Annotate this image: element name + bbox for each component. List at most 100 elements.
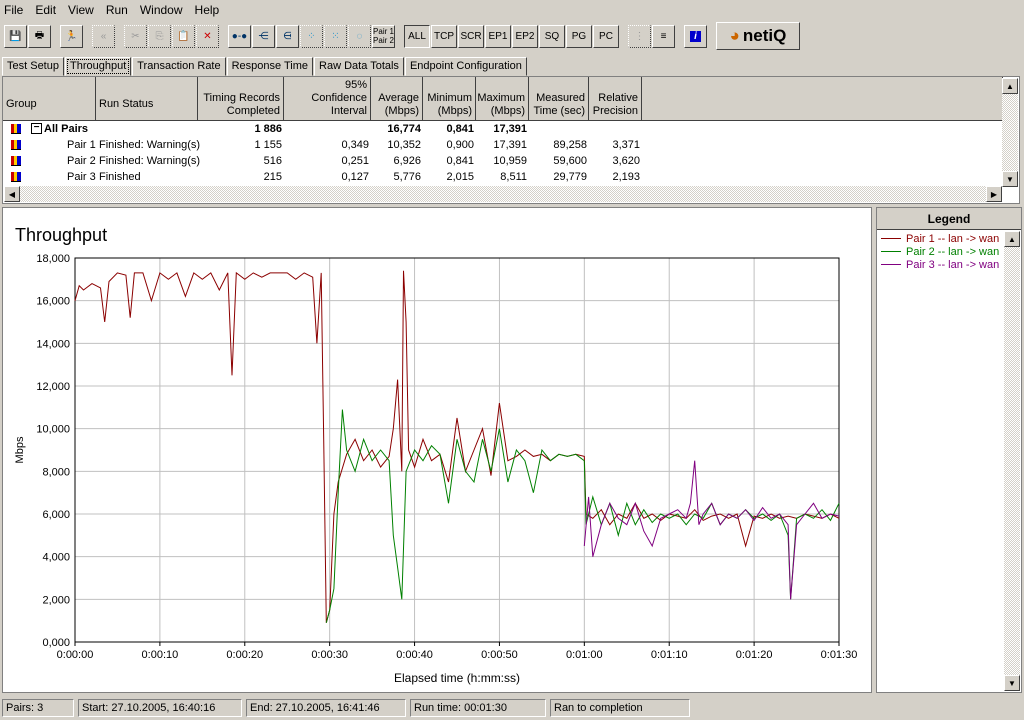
filter-ep2-button[interactable]: EP2 — [512, 24, 538, 48]
cell-records: 1 155 — [254, 139, 282, 151]
paste-icon[interactable]: 📋 — [172, 24, 195, 48]
throughput-chart-panel: Throughput 0,000 2,000 4,000 6,000 8,000 10,00… — [2, 207, 872, 693]
multicast-icon[interactable]: ⋲ — [252, 24, 275, 48]
header-minimum[interactable]: Minimum (Mbps) — [423, 77, 476, 121]
pair1-label: Pair 1 — [373, 27, 394, 36]
filter-pg-button[interactable]: PG — [566, 24, 592, 48]
cell-avg: 6,926 — [393, 155, 421, 167]
cell-time: 89,258 — [553, 139, 587, 151]
tab-transaction-rate[interactable]: Transaction Rate — [132, 57, 226, 76]
legend-scrollbar[interactable]: ▲ ▼ — [1004, 231, 1020, 691]
cut-icon[interactable]: ✂ — [124, 24, 147, 48]
y-tick-label: 2,000 — [42, 594, 70, 606]
x-tick-label: 0:00:50 — [481, 649, 518, 661]
list-icon[interactable]: ⋮ — [628, 24, 651, 48]
back-icon[interactable]: « — [92, 24, 115, 48]
cell-max: 8,511 — [500, 171, 527, 183]
lines-icon[interactable]: ≡ — [652, 24, 675, 48]
scroll-right-icon[interactable]: ▶ — [986, 186, 1002, 202]
vertical-scrollbar[interactable]: ▲ ▼ — [1002, 78, 1018, 187]
tab-response-time[interactable]: Response Time — [226, 57, 314, 76]
logo-text: netiQ — [742, 26, 787, 45]
info-icon[interactable]: i — [684, 24, 707, 48]
table-row[interactable]: Pair 1 Finished: Warning(s) 1 155 0,349 10,3… — [3, 138, 1003, 154]
y-tick-label: 0,000 — [42, 637, 70, 649]
horizontal-scrollbar[interactable]: ◀ ▶ — [4, 186, 1002, 202]
delete-icon[interactable]: ✕ — [196, 24, 219, 48]
x-tick-label: 0:01:20 — [736, 649, 773, 661]
table-row[interactable]: Pair 3 Finished 215 0,127 5,776 2,015 8,511 29,… — [3, 170, 1003, 186]
y-tick-label: 10,000 — [36, 424, 70, 436]
cell-records: 215 — [263, 171, 282, 183]
cell-ci: 0,349 — [341, 139, 369, 151]
menu-file[interactable]: File — [4, 3, 24, 17]
legend-item[interactable]: Pair 1 -- lan -> wan — [881, 232, 1017, 245]
group-icon[interactable]: ⋳ — [276, 24, 299, 48]
bar-chart-icon — [11, 124, 21, 134]
header-filler — [642, 77, 1003, 121]
header-average[interactable]: Average (Mbps) — [371, 77, 423, 121]
header-run-status[interactable]: Run Status — [96, 77, 198, 121]
summary-row[interactable]: − All Pairs 1 886 16,774 0,841 17,391 — [3, 122, 1003, 138]
print-icon[interactable]: 🖶 — [28, 24, 51, 48]
y-axis-label: Mbps — [14, 436, 26, 463]
scroll-left-icon[interactable]: ◀ — [4, 186, 20, 202]
filter-all-button[interactable]: ALL — [404, 24, 430, 48]
table-row[interactable]: Pair 2 Finished: Warning(s) 516 0,251 6,926 0… — [3, 154, 1003, 170]
collapse-icon[interactable]: − — [31, 123, 42, 134]
filter-pc-button[interactable]: PC — [593, 24, 619, 48]
header-measured-time[interactable]: Measured Time (sec) — [529, 77, 589, 121]
pair-toggle-button[interactable]: Pair 1 Pair 2 — [372, 24, 395, 48]
loop-icon[interactable]: ◌ — [348, 24, 371, 48]
legend-scroll-up-icon[interactable]: ▲ — [1004, 231, 1020, 247]
cell-max: 17,391 — [493, 123, 527, 135]
header-maximum[interactable]: Maximum (Mbps) — [476, 77, 529, 121]
legend-item[interactable]: Pair 2 -- lan -> wan — [881, 245, 1017, 258]
menu-view[interactable]: View — [68, 3, 94, 17]
cell-avg: 10,352 — [387, 139, 421, 151]
menu-run[interactable]: Run — [105, 3, 128, 17]
save-icon[interactable]: 💾 — [4, 24, 27, 48]
tab-raw-data-totals[interactable]: Raw Data Totals — [314, 57, 404, 76]
menu-window[interactable]: Window — [139, 3, 183, 17]
cell-status: Finished: Warning(s) — [99, 139, 201, 151]
cell-min: 0,900 — [446, 139, 474, 151]
scroll-down-icon[interactable]: ▼ — [1002, 171, 1018, 187]
filter-tcp-button[interactable]: TCP — [431, 24, 457, 48]
status-bar: Pairs: 3 Start: 27.10.2005, 16:40:16 End… — [0, 697, 1024, 719]
pair-icon[interactable]: ●-● — [228, 24, 251, 48]
filter-ep1-button[interactable]: EP1 — [485, 24, 511, 48]
header-group[interactable]: Group — [3, 77, 96, 121]
header-timing-records[interactable]: Timing Records Completed — [198, 77, 284, 121]
netiq-logo[interactable]: ◕ netiQ — [716, 22, 800, 50]
menu-help[interactable]: Help — [194, 3, 220, 17]
network-icon[interactable]: ⁘ — [300, 24, 323, 48]
y-tick-label: 18,000 — [36, 253, 70, 265]
filter-sq-button[interactable]: SQ — [539, 24, 565, 48]
legend-scroll-down-icon[interactable]: ▼ — [1004, 675, 1020, 691]
x-axis-label: Elapsed time (h:mm:ss) — [394, 671, 520, 685]
header-confidence[interactable]: 95% Confidence Interval — [284, 77, 371, 121]
logo-mark-icon: ◕ — [729, 26, 740, 45]
legend-item[interactable]: Pair 3 -- lan -> wan — [881, 258, 1017, 271]
run-icon[interactable]: 🏃 — [60, 24, 83, 48]
results-table: Group Run Status Timing Records Complete… — [2, 76, 1020, 204]
bar-chart-icon — [11, 156, 21, 166]
menu-edit[interactable]: Edit — [35, 3, 57, 17]
tab-endpoint-configuration[interactable]: Endpoint Configuration — [404, 57, 527, 76]
cell-time: 29,779 — [553, 171, 587, 183]
scroll-up-icon[interactable]: ▲ — [1002, 78, 1018, 94]
tab-throughput[interactable]: Throughput — [64, 57, 132, 76]
y-tick-label: 8,000 — [42, 466, 70, 478]
filter-scr-button[interactable]: SCR — [458, 24, 484, 48]
x-tick-label: 0:01:00 — [566, 649, 603, 661]
tab-test-setup[interactable]: Test Setup — [2, 57, 64, 76]
network2-icon[interactable]: ⁙ — [324, 24, 347, 48]
header-relative-precision[interactable]: Relative Precision — [589, 77, 642, 121]
x-tick-label: 0:00:00 — [57, 649, 94, 661]
cell-precision: 2,193 — [612, 171, 640, 183]
copy-icon[interactable]: ⎘ — [148, 24, 171, 48]
y-tick-label: 4,000 — [42, 552, 70, 564]
status-pairs: Pairs: 3 — [2, 699, 74, 717]
cell-min: 0,841 — [446, 123, 474, 135]
